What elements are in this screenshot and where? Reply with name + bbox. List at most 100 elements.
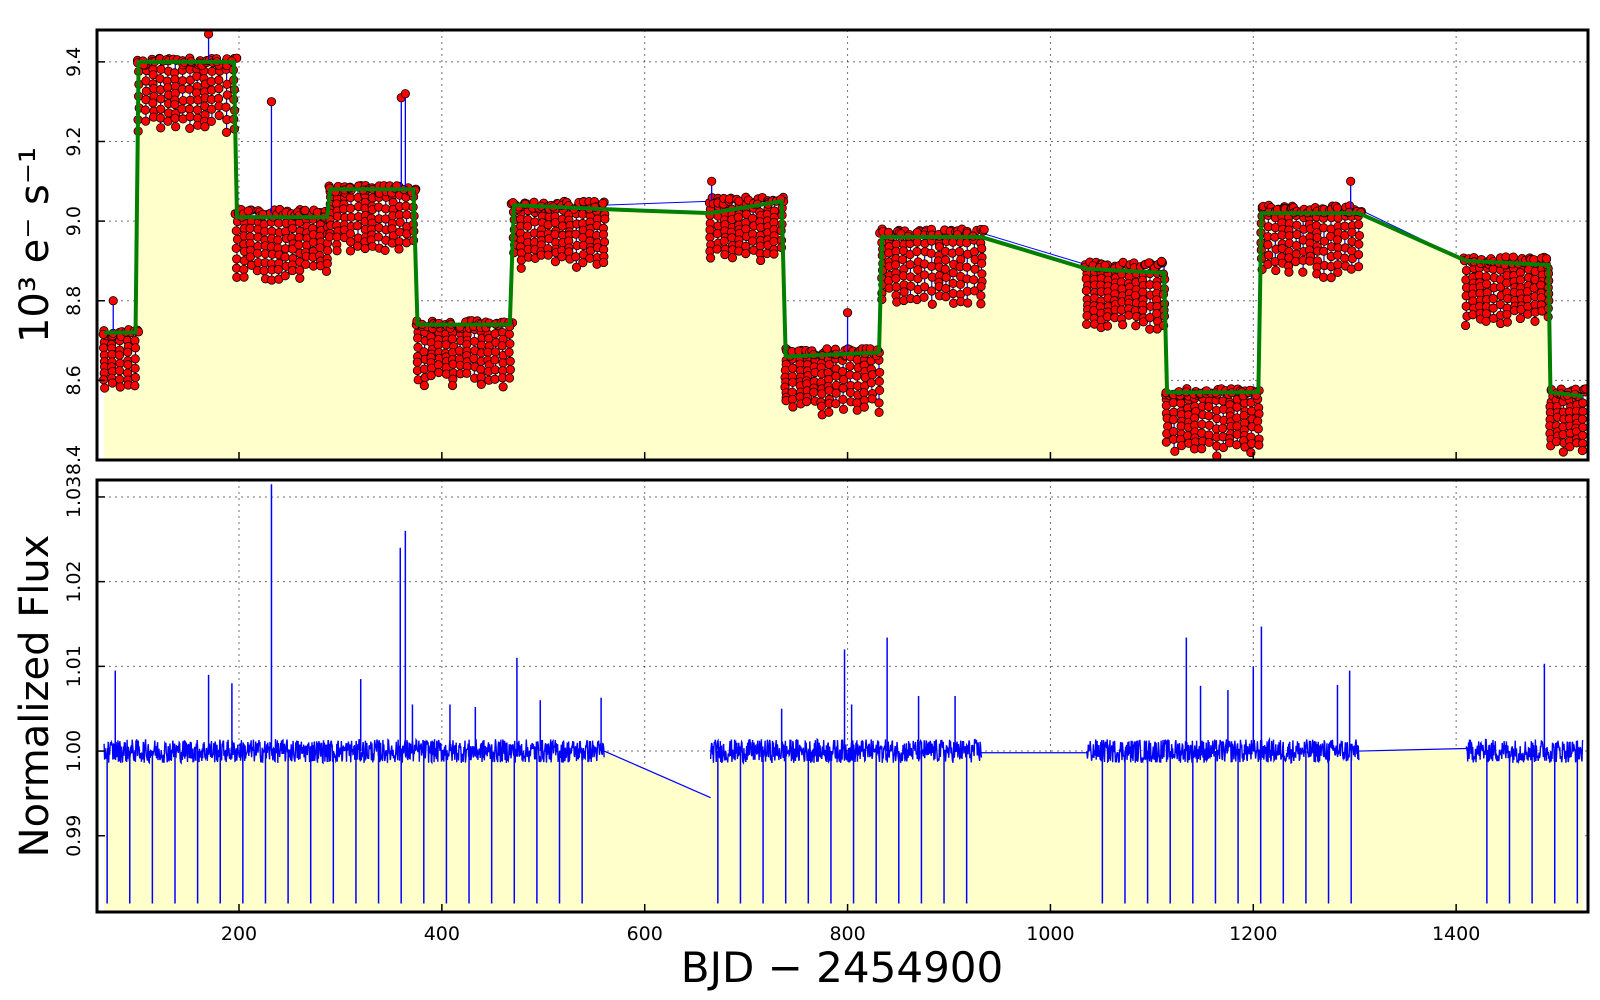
binned-point [419, 380, 429, 391]
binned-point [1581, 384, 1588, 394]
binned-point [490, 329, 500, 339]
binned-point [1347, 227, 1357, 237]
binned-point [115, 382, 125, 392]
binned-point [294, 240, 304, 250]
flux-baseline [709, 737, 983, 765]
binned-point [874, 398, 884, 408]
binned-point [141, 116, 151, 126]
flux-baseline [1465, 738, 1584, 765]
binned-point [859, 388, 869, 398]
binned-point [433, 360, 444, 370]
binned-point [130, 363, 140, 373]
binned-point [222, 79, 232, 89]
binned-point [252, 248, 263, 258]
binned-point [497, 341, 507, 351]
binned-point [927, 299, 937, 309]
binned-point [315, 243, 325, 253]
binned-point [345, 237, 356, 247]
binned-point [874, 407, 884, 417]
binned-point [578, 258, 588, 268]
binned-point [979, 224, 989, 235]
binned-point [874, 376, 884, 386]
binned-point [402, 210, 412, 220]
bottom-area-fill [104, 748, 1583, 912]
binned-point [926, 261, 937, 271]
binned-point [504, 373, 515, 383]
top-y-tick-label: 9.4 [63, 47, 85, 77]
binned-point [1482, 279, 1492, 289]
x-tick-label: 1200 [1229, 923, 1277, 945]
binned-point [1354, 230, 1365, 241]
binned-point [1502, 317, 1512, 327]
binned-point [1340, 221, 1350, 231]
binned-point [941, 283, 951, 294]
binned-point [490, 355, 500, 365]
binned-point [221, 127, 232, 137]
binned-point [948, 237, 958, 247]
binned-point [185, 95, 195, 105]
binned-point [976, 291, 986, 301]
binned-point [706, 253, 716, 263]
binned-point [934, 242, 945, 252]
bottom-y-tick-label: 1.03 [63, 476, 85, 518]
binned-point [550, 229, 560, 240]
binned-point [1081, 319, 1092, 329]
binned-point [891, 282, 901, 292]
model-curve [104, 59, 1584, 399]
binned-point [1102, 312, 1112, 322]
binned-point [1578, 422, 1588, 432]
binned-point [530, 217, 540, 227]
binned-point [323, 245, 333, 256]
binned-point [598, 229, 609, 240]
binned-point [1263, 240, 1273, 250]
binned-point [1271, 265, 1281, 276]
binned-point [969, 286, 980, 296]
binned-point [919, 292, 929, 302]
flare-point [266, 97, 277, 107]
binned-point [822, 344, 832, 354]
top-panel: 8.4 8.6 8.8 9.0 9.2 9.4 10³ e⁻ s⁻¹ [12, 28, 1590, 475]
binned-point [332, 246, 342, 256]
binned-point [571, 252, 581, 262]
binned-point [447, 380, 458, 391]
binned-point [462, 368, 472, 378]
binned-point [1253, 416, 1263, 426]
binned-point [1138, 317, 1149, 327]
binned-point [1488, 303, 1498, 313]
binned-point [831, 388, 841, 398]
bottom-y-tick-label: 0.99 [63, 815, 85, 857]
bottom-panel: 200 400 600 800 1000 1200 1400 0.99 1.00 1.01 1.02… [12, 476, 1590, 992]
bottom-plot-area [103, 484, 1584, 912]
binned-point [130, 343, 141, 353]
binned-point [280, 252, 290, 262]
bottom-y-tick-label: 1.01 [63, 645, 85, 687]
binned-point [1577, 430, 1588, 441]
binned-point [1197, 444, 1207, 454]
binned-point [1204, 411, 1214, 421]
binned-point [1168, 426, 1179, 437]
binned-point [1218, 423, 1228, 433]
binned-point [177, 76, 188, 86]
flare-point [1346, 176, 1356, 186]
binned-point [913, 265, 923, 275]
binned-point [394, 244, 404, 254]
x-tick-label: 1000 [1026, 923, 1074, 945]
binned-point [1204, 402, 1214, 412]
binned-point [1292, 229, 1302, 240]
binned-point [859, 402, 869, 412]
binned-point [321, 266, 332, 276]
binned-point [239, 264, 249, 275]
binned-point [130, 372, 141, 383]
binned-point [1488, 294, 1498, 304]
binned-point [741, 248, 751, 259]
binned-point [1138, 305, 1148, 315]
binned-point [140, 105, 150, 115]
binned-point [1298, 267, 1308, 277]
binned-point [599, 257, 609, 268]
binned-point [1502, 309, 1512, 320]
binned-point [1264, 250, 1274, 260]
binned-point [1578, 406, 1588, 417]
binned-point [516, 263, 526, 273]
binned-point [1305, 256, 1315, 266]
binned-point [891, 273, 901, 284]
